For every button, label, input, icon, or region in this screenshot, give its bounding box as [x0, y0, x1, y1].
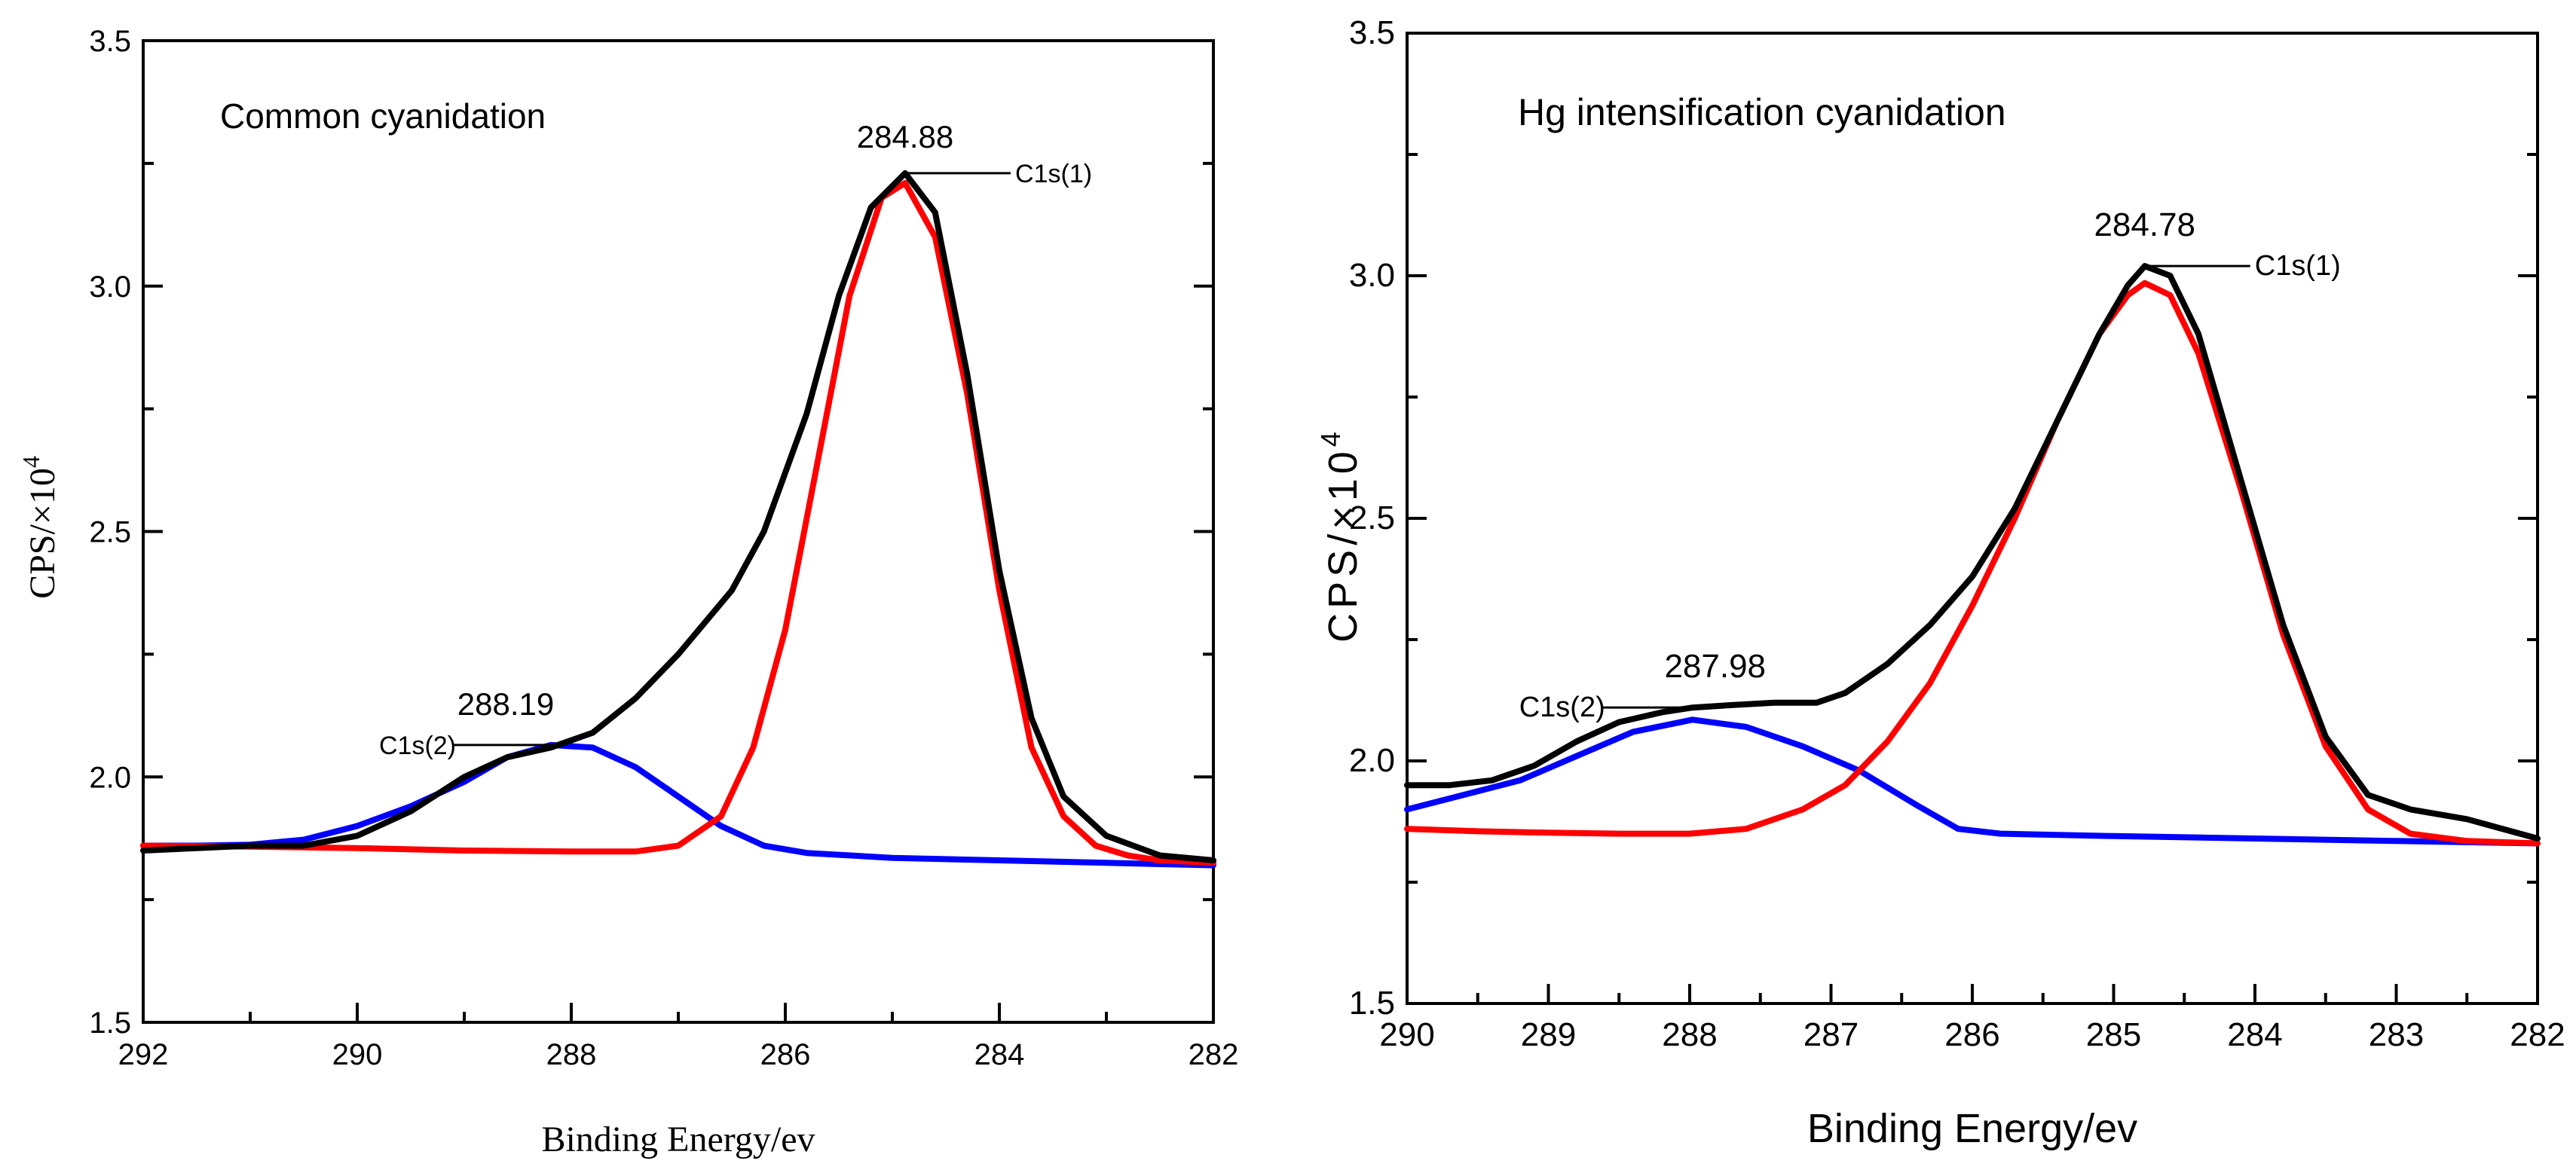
x-tick-label: 282 [1189, 1038, 1239, 1071]
x-tick-label: 287 [1804, 1016, 1859, 1053]
y-tick-label: 3.5 [1349, 14, 1395, 51]
x-tick-label: 288 [546, 1038, 597, 1071]
y-axis-label: CPS/×104 [1315, 427, 1366, 643]
x-tick-label: 284 [974, 1038, 1025, 1071]
axis-layer: 292 290 288 286 284 282 1.5 2.0 2.5 3.0 3.5 [89, 25, 1238, 1071]
x-tick-label: 283 [2369, 1016, 2424, 1053]
x-tick-label: 290 [332, 1038, 383, 1071]
y-axis-label-exponent: 4 [1315, 427, 1346, 447]
chart-panel-common-cyanidation: 292 290 288 286 284 282 1.5 2.0 2.5 3.0 3.5 284.88… [17, 25, 1238, 1159]
y-axis-label-exponent: 4 [17, 456, 44, 468]
peak-component-label: C1s(1) [1015, 160, 1092, 188]
peak-component-label: C1s(2) [379, 732, 456, 760]
y-tick-label: 2.5 [1349, 499, 1395, 536]
peak-value-label: 284.78 [2094, 206, 2195, 243]
chart-title: Hg intensification cyanidation [1518, 91, 2006, 133]
plot-frame [1406, 32, 2539, 1005]
peak-value-label: 284.88 [857, 119, 953, 154]
y-tick-label: 3.0 [1349, 257, 1395, 294]
y-tick-label: 2.0 [1349, 742, 1395, 779]
y-axis-label-text: CPS/×10 [1320, 447, 1366, 643]
x-tick-label: 285 [2086, 1016, 2141, 1053]
x-tick-label: 292 [118, 1038, 169, 1071]
x-tick-label: 288 [1662, 1016, 1717, 1053]
series-layer [1404, 263, 2541, 847]
x-tick-label: 290 [1379, 1016, 1434, 1053]
peak-value-label: 288.19 [457, 686, 554, 722]
chart-panel-hg-intensification-cyanidation: 290 289 288 287 286 285 284 283 282 1.5 2.0 2.5 3.0 3… [1315, 14, 2565, 1151]
x-tick-label: 282 [2510, 1016, 2565, 1053]
y-tick-label: 2.0 [89, 761, 131, 794]
y-tick-label: 1.5 [1349, 985, 1395, 1022]
y-axis-label-text: CPS/×10 [23, 468, 63, 599]
x-tick-label: 286 [760, 1038, 811, 1071]
series-line-c1s-1 [140, 179, 1216, 866]
series-line-envelope [1404, 263, 2541, 842]
y-tick-label: 1.5 [89, 1007, 131, 1040]
y-tick-label: 3.5 [89, 25, 131, 58]
peak-value-label: 287.98 [1664, 648, 1766, 685]
series-layer [140, 170, 1216, 869]
peak-component-label: C1s(2) [1519, 692, 1605, 723]
annotation-layer: 284.78 C1s(1) 287.98 C1s(2) [1519, 206, 2341, 723]
series-line-c1s-2 [140, 741, 1216, 869]
x-tick-label: 289 [1521, 1016, 1576, 1053]
y-axis-label: CPS/×104 [17, 456, 63, 599]
axis-layer: 290 289 288 287 286 285 284 283 282 1.5 2.0 2.5 3.0 3… [1349, 14, 2565, 1053]
x-axis-label: Binding Energy/ev [1807, 1106, 2137, 1151]
x-tick-label: 286 [1944, 1016, 1999, 1053]
x-tick-label: 284 [2227, 1016, 2282, 1053]
y-tick-label: 3.0 [89, 270, 131, 304]
peak-component-label: C1s(1) [2255, 250, 2341, 282]
series-line-envelope [140, 170, 1216, 863]
y-tick-label: 2.5 [89, 516, 131, 549]
x-axis-label: Binding Energy/ev [541, 1120, 815, 1159]
chart-title: Common cyanidation [220, 96, 546, 136]
series-line-c1s-2 [1404, 716, 2541, 847]
